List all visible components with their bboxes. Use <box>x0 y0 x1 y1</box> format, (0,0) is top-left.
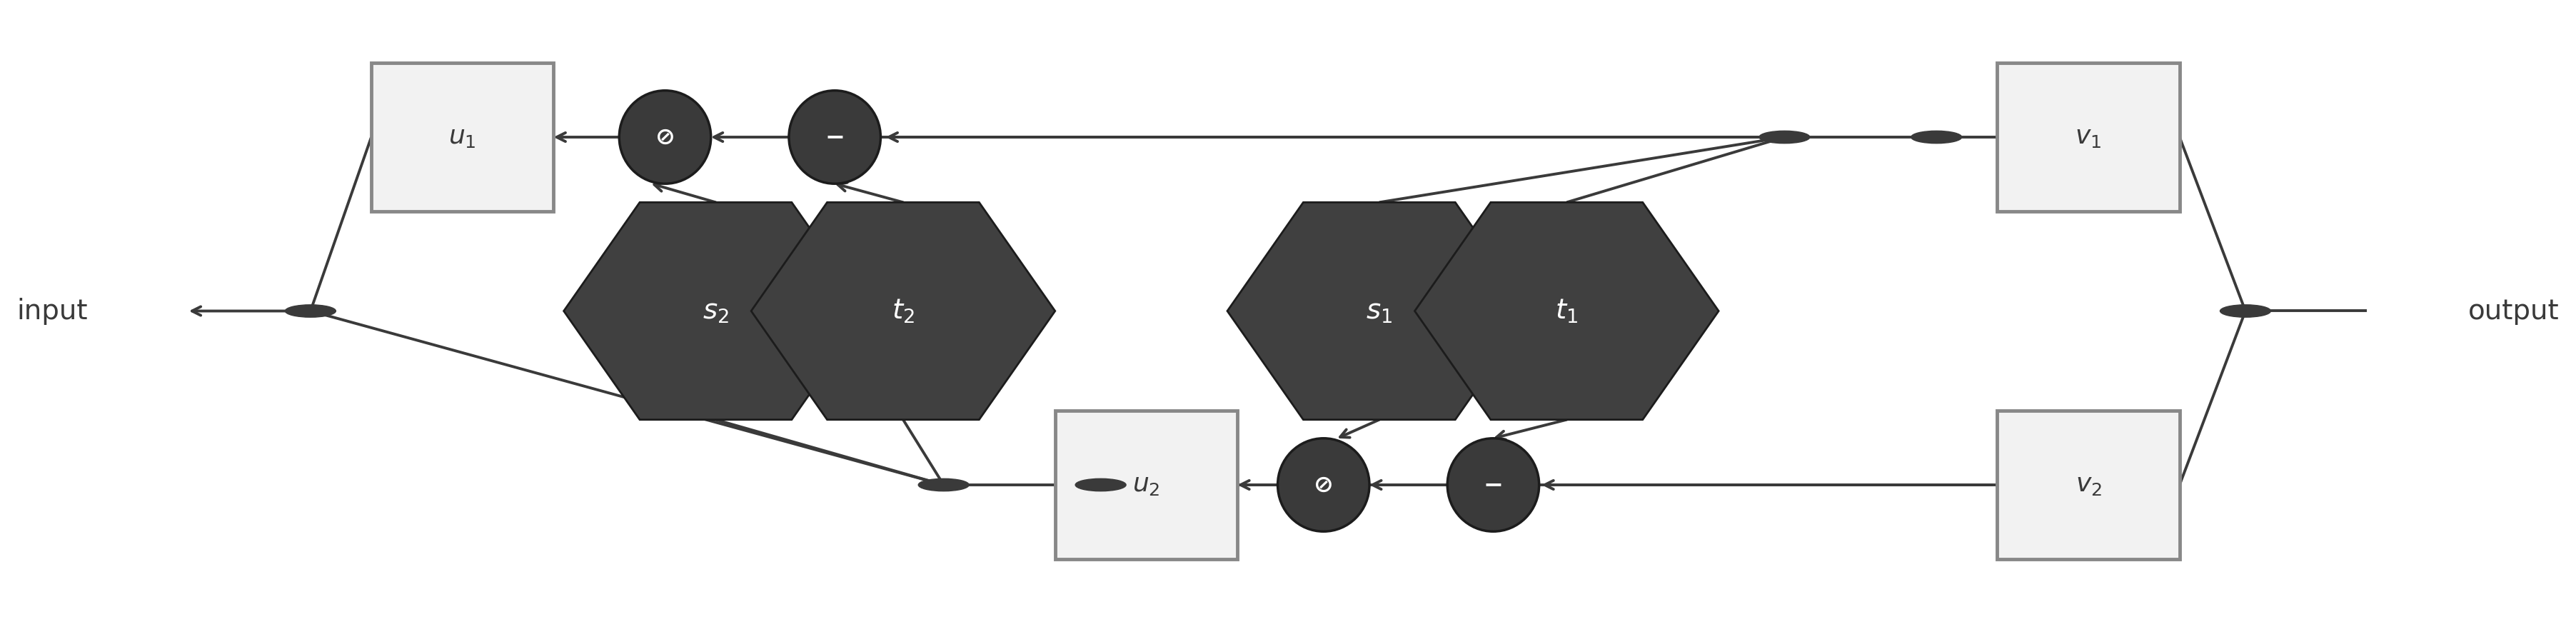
Ellipse shape <box>788 91 881 183</box>
Ellipse shape <box>618 91 711 183</box>
Text: −: − <box>1484 473 1504 496</box>
Text: $s_1$: $s_1$ <box>1365 297 1394 325</box>
Polygon shape <box>564 202 868 420</box>
Polygon shape <box>1414 202 1718 420</box>
Ellipse shape <box>1448 439 1538 531</box>
Text: input: input <box>15 297 88 325</box>
Polygon shape <box>752 202 1056 420</box>
Text: ⊘: ⊘ <box>1314 473 1334 496</box>
Circle shape <box>1759 131 1811 143</box>
Ellipse shape <box>1278 439 1370 531</box>
Text: $u_2$: $u_2$ <box>1133 473 1159 497</box>
Text: ⊘: ⊘ <box>654 126 675 149</box>
FancyBboxPatch shape <box>371 63 554 211</box>
Text: $u_1$: $u_1$ <box>448 125 477 149</box>
Text: $v_2$: $v_2$ <box>2076 473 2102 497</box>
Circle shape <box>917 479 969 491</box>
FancyBboxPatch shape <box>1056 411 1236 559</box>
Circle shape <box>1074 479 1126 491</box>
Circle shape <box>2221 305 2272 317</box>
Text: output: output <box>2468 297 2561 325</box>
FancyBboxPatch shape <box>1996 411 2179 559</box>
Polygon shape <box>1226 202 1530 420</box>
Circle shape <box>1911 131 1963 143</box>
Text: $v_1$: $v_1$ <box>2076 125 2102 149</box>
Text: $t_1$: $t_1$ <box>1556 297 1579 325</box>
Text: $t_2$: $t_2$ <box>891 297 914 325</box>
Text: $s_2$: $s_2$ <box>703 297 729 325</box>
Text: −: − <box>824 126 845 149</box>
FancyBboxPatch shape <box>1996 63 2179 211</box>
Circle shape <box>286 305 335 317</box>
